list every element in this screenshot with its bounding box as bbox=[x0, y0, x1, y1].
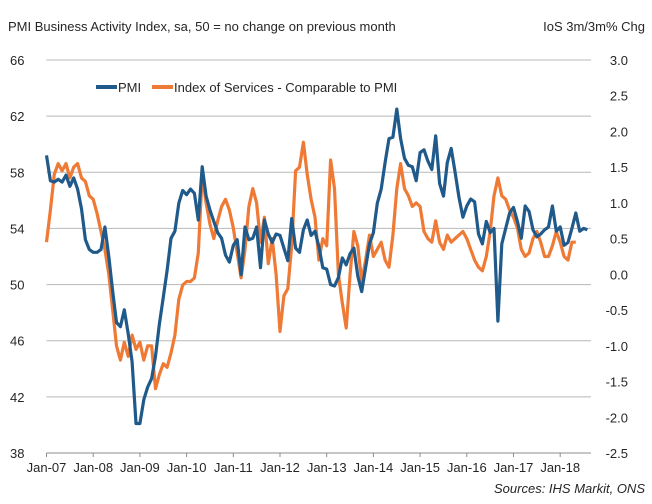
left-axis-title: PMI Business Activity Index, sa, 50 = no… bbox=[8, 19, 396, 34]
right-tick-label: -1.5 bbox=[606, 375, 628, 390]
x-tick-label: Jan-12 bbox=[260, 460, 300, 475]
x-tick-label: Jan-07 bbox=[27, 460, 67, 475]
left-tick-label: 58 bbox=[10, 165, 24, 180]
legend-label-ios: Index of Services - Comparable to PMI bbox=[174, 80, 397, 95]
x-tick-label: Jan-14 bbox=[354, 460, 394, 475]
x-tick-label: Jan-09 bbox=[120, 460, 160, 475]
left-tick-label: 46 bbox=[10, 334, 24, 349]
source-note: Sources: IHS Markit, ONS bbox=[494, 481, 645, 496]
left-tick-label: 62 bbox=[10, 109, 24, 124]
right-tick-label: -0.5 bbox=[606, 303, 628, 318]
x-tick-label: Jan-11 bbox=[214, 460, 253, 475]
right-tick-label: 3.0 bbox=[610, 53, 628, 68]
left-y-axis-ticks: 66 62 58 54 50 46 42 38 bbox=[10, 53, 24, 461]
x-tick-label: Jan-08 bbox=[73, 460, 113, 475]
left-tick-label: 50 bbox=[10, 278, 24, 293]
gridlines bbox=[46, 59, 591, 398]
series-line-pmi bbox=[44, 107, 588, 426]
x-tick-label: Jan-15 bbox=[400, 460, 440, 475]
right-tick-label: -2.5 bbox=[606, 446, 628, 461]
right-tick-label: 0.5 bbox=[610, 232, 628, 247]
legend: PMI Index of Services - Comparable to PM… bbox=[96, 80, 397, 95]
x-tick-label: Jan-18 bbox=[540, 460, 580, 475]
left-tick-label: 38 bbox=[10, 446, 24, 461]
x-tick-label: Jan-10 bbox=[167, 460, 207, 475]
right-tick-label: 1.0 bbox=[610, 196, 628, 211]
legend-label-pmi: PMI bbox=[118, 80, 141, 95]
left-tick-label: 42 bbox=[10, 390, 24, 405]
x-axis: Jan-07 Jan-08 Jan-09 Jan-10 Jan-11 Jan-12 Jan-… bbox=[27, 452, 591, 475]
x-tick-label: Jan-17 bbox=[494, 460, 534, 475]
right-tick-label: 1.5 bbox=[610, 160, 628, 175]
right-tick-label: 2.0 bbox=[610, 124, 628, 139]
x-tick-label: Jan-13 bbox=[307, 460, 347, 475]
left-tick-label: 54 bbox=[10, 221, 24, 236]
right-tick-label: 0.0 bbox=[610, 267, 628, 282]
left-tick-label: 66 bbox=[10, 53, 24, 68]
right-tick-label: 2.5 bbox=[610, 89, 628, 104]
series-line-ios bbox=[44, 140, 576, 391]
right-tick-label: -1.0 bbox=[606, 339, 628, 354]
series-lines bbox=[44, 107, 588, 426]
right-axis-title: IoS 3m/3m% Chg bbox=[543, 19, 645, 34]
right-tick-label: -2.0 bbox=[606, 410, 628, 425]
x-tick-label: Jan-16 bbox=[447, 460, 487, 475]
right-y-axis-ticks: 3.0 2.5 2.0 1.5 1.0 0.5 0.0 -0.5 -1.0 -1.5 -2.0 -2.… bbox=[606, 53, 628, 461]
